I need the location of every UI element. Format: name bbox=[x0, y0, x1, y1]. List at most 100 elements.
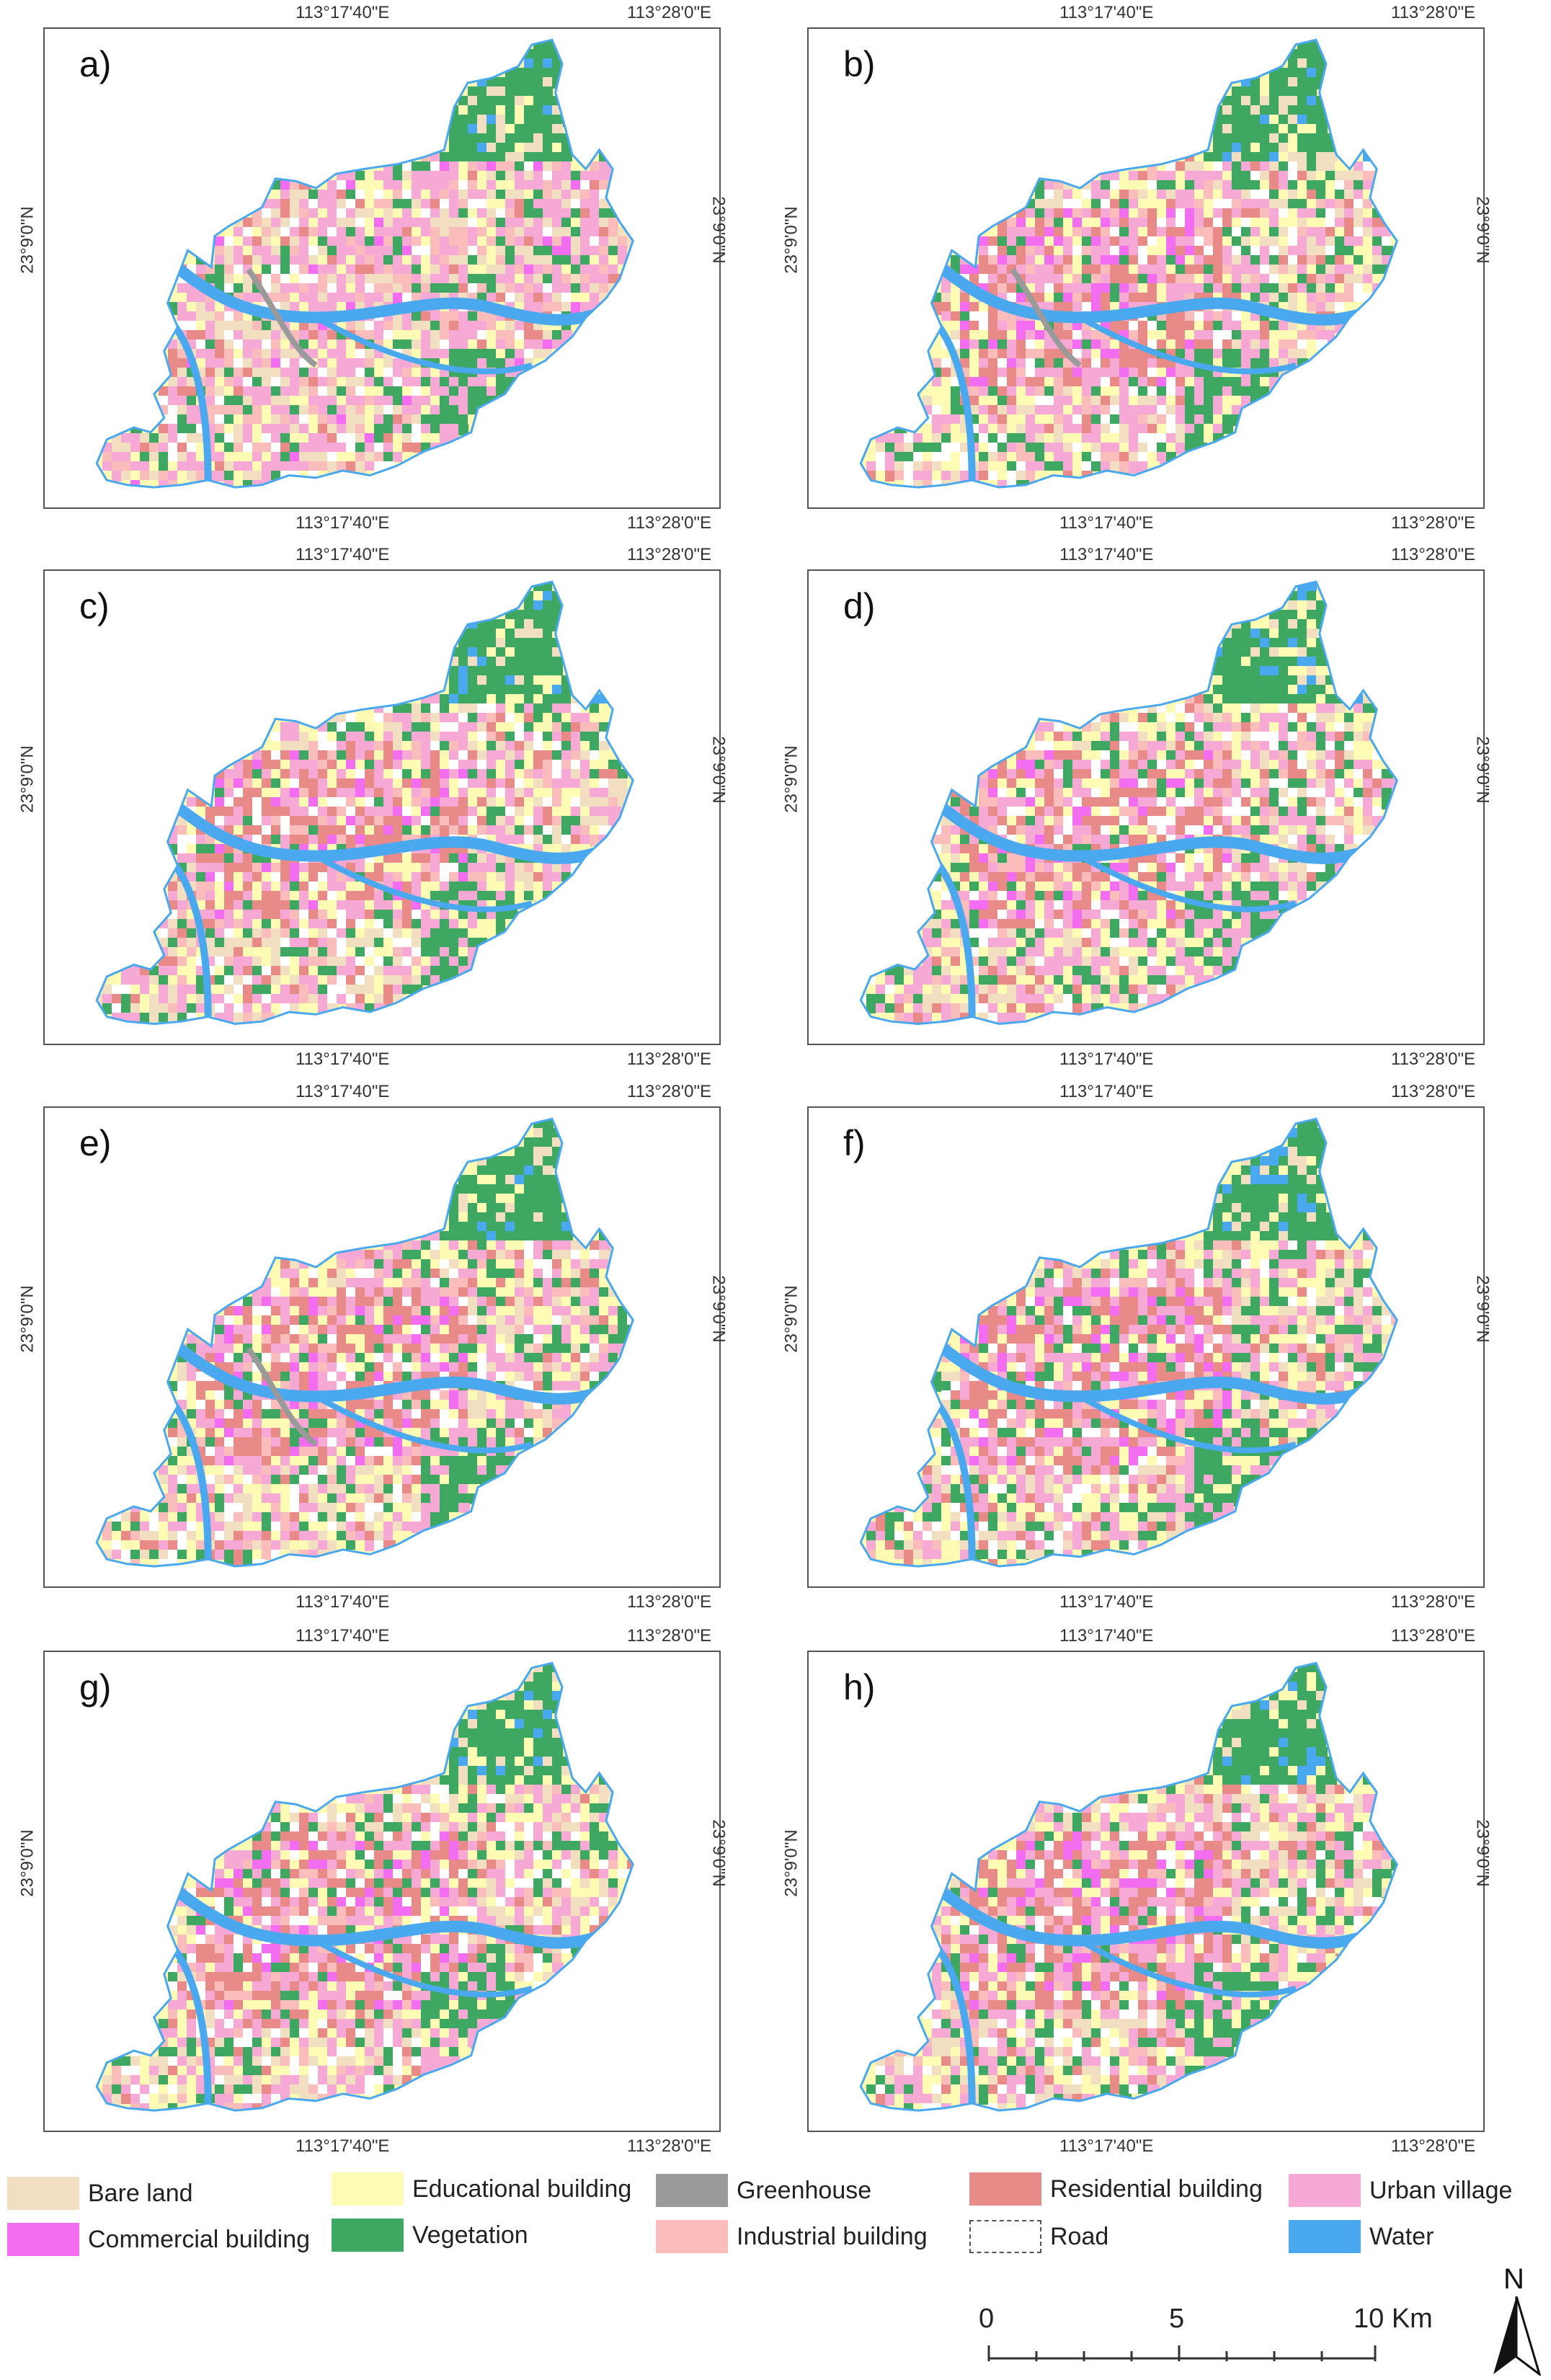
longitude-label-bottom: 113°17'40"E bbox=[295, 513, 390, 533]
longitude-label-bottom: 113°17'40"E bbox=[295, 1592, 390, 1612]
longitude-label-bottom: 113°17'40"E bbox=[1059, 1592, 1154, 1612]
north-arrow-icon bbox=[1493, 2296, 1542, 2376]
longitude-label-top: 113°17'40"E bbox=[295, 3, 390, 22]
river-branch bbox=[314, 853, 533, 913]
panel-label: d) bbox=[843, 586, 876, 626]
land-use-patches bbox=[97, 1119, 634, 1567]
scale-label-10: 10 Km bbox=[1354, 2304, 1433, 2334]
legend-swatch bbox=[969, 2220, 1041, 2253]
legend-label: Urban village bbox=[1369, 2177, 1513, 2204]
map-frame bbox=[43, 27, 721, 509]
land-use-map bbox=[859, 38, 1398, 489]
river-branch bbox=[1078, 1393, 1297, 1454]
longitude-label-bottom: 113°17'40"E bbox=[1059, 513, 1154, 533]
longitude-label-bottom: 113°17'40"E bbox=[1059, 2136, 1154, 2156]
longitude-label-top: 113°28'0"E bbox=[1391, 545, 1476, 564]
longitude-label-top: 113°17'40"E bbox=[295, 1082, 390, 1101]
scale-label-5: 5 bbox=[1169, 2304, 1185, 2334]
map-frame bbox=[807, 1106, 1485, 1588]
greenhouse-strip bbox=[1010, 267, 1082, 368]
latitude-label-right: 23°9'0"N bbox=[708, 736, 729, 804]
longitude-label-bottom: 113°28'0"E bbox=[627, 1592, 712, 1612]
study-area-outline bbox=[95, 1661, 634, 2112]
land-use-map bbox=[859, 1117, 1398, 1568]
latitude-label-left: 23°9'0"N bbox=[781, 205, 801, 274]
land-use-patches bbox=[861, 582, 1397, 1024]
latitude-label-right: 23°9'0"N bbox=[1472, 196, 1493, 264]
land-use-map bbox=[95, 38, 634, 489]
map-frame bbox=[43, 1651, 721, 2132]
longitude-label-top: 113°28'0"E bbox=[1391, 1626, 1476, 1646]
longitude-label-bottom: 113°17'40"E bbox=[295, 1049, 390, 1069]
river-branch bbox=[314, 314, 533, 375]
study-area-outline bbox=[95, 38, 634, 489]
panel-label: f) bbox=[843, 1123, 866, 1163]
longitude-label-top: 113°17'40"E bbox=[1059, 545, 1154, 564]
land-use-patches bbox=[861, 40, 1397, 488]
legend-label: Educational building bbox=[412, 2175, 632, 2203]
latitude-label-right: 23°9'0"N bbox=[708, 1819, 729, 1887]
longitude-label-top: 113°28'0"E bbox=[627, 3, 712, 22]
land-use-patches bbox=[861, 1663, 1397, 2111]
land-use-map bbox=[859, 1661, 1398, 2112]
legend-label: Commercial building bbox=[88, 2226, 311, 2253]
land-use-map bbox=[95, 1117, 634, 1568]
longitude-label-bottom: 113°17'40"E bbox=[295, 2136, 390, 2156]
river-main bbox=[164, 1334, 629, 1405]
legend-label: Industrial building bbox=[737, 2223, 928, 2250]
legend-label: Vegetation bbox=[412, 2221, 528, 2249]
legend-label: Residential building bbox=[1050, 2175, 1263, 2203]
longitude-label-top: 113°17'40"E bbox=[295, 545, 390, 564]
longitude-label-top: 113°17'40"E bbox=[1059, 1626, 1154, 1646]
north-arrow: N bbox=[1488, 2263, 1545, 2379]
legend-label: Bare land bbox=[88, 2180, 193, 2207]
river-main bbox=[164, 1878, 629, 1949]
longitude-label-top: 113°28'0"E bbox=[1391, 3, 1476, 22]
study-area-outline bbox=[859, 38, 1398, 489]
latitude-label-right: 23°9'0"N bbox=[708, 196, 729, 264]
legend-swatch bbox=[656, 2174, 728, 2207]
latitude-label-left: 23°9'0"N bbox=[781, 1284, 801, 1353]
legend-swatch bbox=[7, 2223, 79, 2256]
river-branch bbox=[1078, 1937, 1297, 1998]
longitude-label-top: 113°28'0"E bbox=[627, 545, 712, 564]
greenhouse-strip bbox=[246, 267, 318, 368]
map-frame bbox=[43, 1106, 721, 1588]
legend-swatch bbox=[332, 2172, 404, 2206]
longitude-label-top: 113°17'40"E bbox=[295, 1626, 390, 1646]
river-main bbox=[164, 255, 629, 326]
longitude-label-top: 113°17'40"E bbox=[1059, 1082, 1154, 1101]
study-area-outline bbox=[859, 1661, 1398, 2112]
latitude-label-left: 23°9'0"N bbox=[17, 1284, 37, 1353]
panel-label: b) bbox=[843, 44, 876, 84]
land-use-patches bbox=[861, 1119, 1397, 1567]
river-branch bbox=[1078, 314, 1297, 375]
river-main bbox=[928, 1334, 1393, 1405]
land-use-map bbox=[859, 580, 1398, 1026]
map-frame bbox=[807, 1651, 1485, 2132]
river-branch bbox=[1078, 853, 1297, 913]
legend-swatch bbox=[332, 2219, 404, 2252]
panel-label: a) bbox=[79, 44, 112, 84]
legend-label: Greenhouse bbox=[737, 2177, 872, 2204]
panel-label: e) bbox=[79, 1123, 112, 1163]
latitude-label-left: 23°9'0"N bbox=[17, 1829, 37, 1897]
scale-label-0: 0 bbox=[979, 2304, 995, 2334]
panel-label: g) bbox=[79, 1667, 112, 1708]
longitude-label-bottom: 113°28'0"E bbox=[1391, 1049, 1476, 1069]
latitude-label-right: 23°9'0"N bbox=[1472, 1275, 1493, 1343]
longitude-label-top: 113°28'0"E bbox=[627, 1082, 712, 1101]
north-label: N bbox=[1503, 2263, 1524, 2295]
panel-label: h) bbox=[843, 1667, 876, 1708]
legend-label: Water bbox=[1369, 2223, 1434, 2250]
latitude-label-left: 23°9'0"N bbox=[17, 745, 37, 813]
legend-swatch bbox=[1289, 2174, 1361, 2207]
latitude-label-left: 23°9'0"N bbox=[17, 205, 37, 274]
river-main bbox=[928, 255, 1393, 326]
land-use-map bbox=[95, 1661, 634, 2112]
longitude-label-bottom: 113°28'0"E bbox=[1391, 513, 1476, 533]
river-branch bbox=[314, 1937, 533, 1998]
longitude-label-bottom: 113°28'0"E bbox=[627, 513, 712, 533]
longitude-label-top: 113°17'40"E bbox=[1059, 3, 1154, 22]
river-main bbox=[928, 794, 1393, 864]
